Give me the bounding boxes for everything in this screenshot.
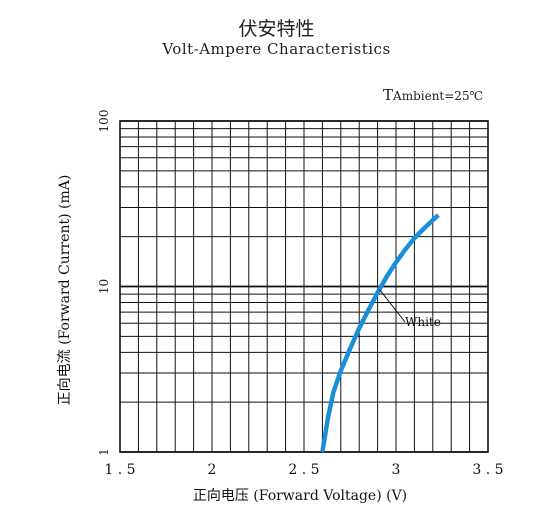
condition-prefix: T [383, 86, 394, 104]
y-tick-label: 10 [97, 279, 111, 294]
x-axis-label: 正向电压 (Forward Voltage) (V) [192, 488, 408, 504]
series-line-white [320, 213, 440, 453]
ambient-condition: TAmbient=25℃ [383, 86, 483, 104]
chart-title-en: Volt-Ampere Characteristics [162, 40, 391, 58]
plot-frame [119, 120, 489, 453]
x-tick-label: 3 [392, 462, 401, 478]
y-tick-label: 1 [97, 448, 111, 456]
series-label: White [405, 315, 441, 329]
condition-text: Ambient=25℃ [393, 89, 483, 103]
x-tick-label: 1 . 5 [104, 462, 135, 478]
x-tick-label: 3 . 5 [472, 462, 503, 478]
y-tick-label: 100 [97, 110, 111, 133]
chart-title-cn: 伏安特性 [238, 18, 315, 40]
x-tick-label: 2 . 5 [288, 462, 319, 478]
x-tick-label: 2 [208, 462, 217, 478]
annotation-leader [379, 289, 406, 323]
y-axis-label: 正向电流 (Forward Current) (mA) [57, 174, 73, 406]
